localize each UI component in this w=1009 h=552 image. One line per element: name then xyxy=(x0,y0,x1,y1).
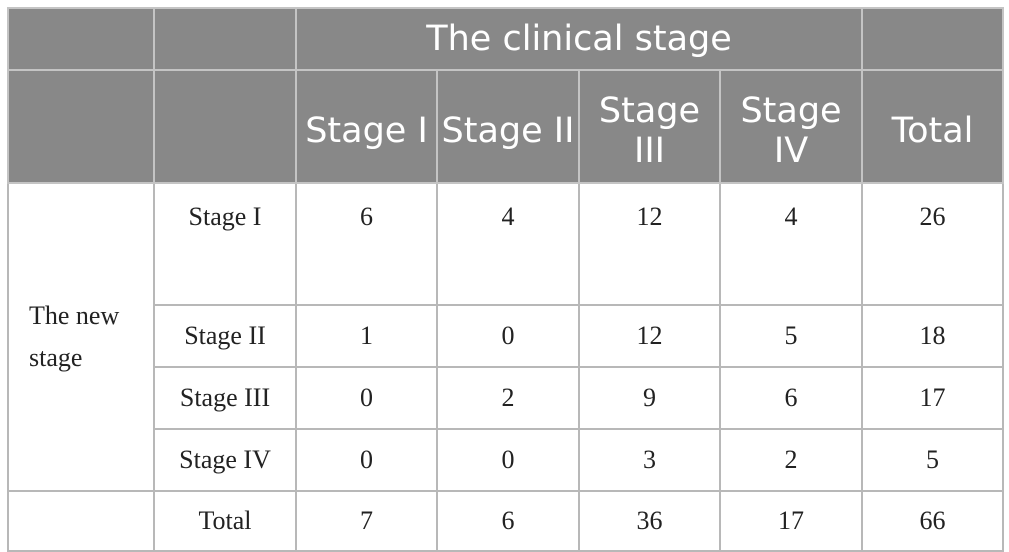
table-cell: 2 xyxy=(436,366,580,430)
table-cell: 5 xyxy=(718,304,864,368)
table-cell-total: 5 xyxy=(861,428,1005,492)
new-stage-row-group-label: The new stage xyxy=(7,182,155,492)
table-cell: 0 xyxy=(436,304,580,368)
row-group-empty-cell xyxy=(7,490,155,552)
table-cell: 36 xyxy=(578,490,721,552)
table-row: Stage IV 0 0 3 2 5 xyxy=(8,428,1005,492)
table-cell: 6 xyxy=(718,366,864,430)
column-header-stage-iii: Stage III xyxy=(578,69,721,184)
table-cell-total: 26 xyxy=(861,182,1005,306)
row-label: Stage II xyxy=(153,304,297,368)
header-row-group: The clinical stage xyxy=(7,7,1005,71)
staging-comparison-table: The clinical stage Stage I Stage II Stag… xyxy=(7,7,1005,552)
table-cell-total: 66 xyxy=(861,490,1005,552)
table-cell: 0 xyxy=(436,428,580,492)
table-cell: 4 xyxy=(436,182,580,306)
table-cell: 1 xyxy=(295,304,438,368)
row-label: Stage IV xyxy=(153,428,297,492)
table-cell: 6 xyxy=(436,490,580,552)
header-corner-cell xyxy=(153,69,297,184)
table-row-total: Total 7 6 36 17 66 xyxy=(7,490,1005,552)
row-label: Total xyxy=(153,490,297,552)
table-cell: 12 xyxy=(578,304,721,368)
column-header-total: Total xyxy=(861,69,1005,184)
table-cell: 12 xyxy=(578,182,721,306)
table-cell: 0 xyxy=(295,366,438,430)
row-label: Stage I xyxy=(153,182,297,306)
column-header-stage-ii: Stage II xyxy=(436,69,580,184)
table-cell: 17 xyxy=(718,490,864,552)
table-cell: 6 xyxy=(295,182,438,306)
header-corner-cell xyxy=(153,7,297,71)
header-row-columns: Stage I Stage II Stage III Stage IV Tota… xyxy=(7,69,1005,184)
table-cell-total: 17 xyxy=(861,366,1005,430)
table-cell-total: 18 xyxy=(861,304,1005,368)
table-row: The new stage Stage I 6 4 12 4 26 xyxy=(7,182,1005,492)
header-empty-cell xyxy=(861,7,1005,71)
header-corner-cell xyxy=(7,7,155,71)
table-cell: 4 xyxy=(718,182,864,306)
table-row: Stage II 1 0 12 5 18 xyxy=(8,304,1005,368)
clinical-stage-group-header: The clinical stage xyxy=(294,7,864,71)
table-cell: 7 xyxy=(295,490,438,552)
table-cell: 3 xyxy=(578,428,721,492)
column-header-stage-i: Stage I xyxy=(295,69,438,184)
table-cell: 0 xyxy=(295,428,438,492)
table-row: Stage III 0 2 9 6 17 xyxy=(8,366,1005,430)
header-corner-cell xyxy=(7,69,155,184)
row-label: Stage III xyxy=(153,366,297,430)
table-cell: 9 xyxy=(578,366,721,430)
table-cell: 2 xyxy=(718,428,864,492)
column-header-stage-iv: Stage IV xyxy=(718,69,864,184)
